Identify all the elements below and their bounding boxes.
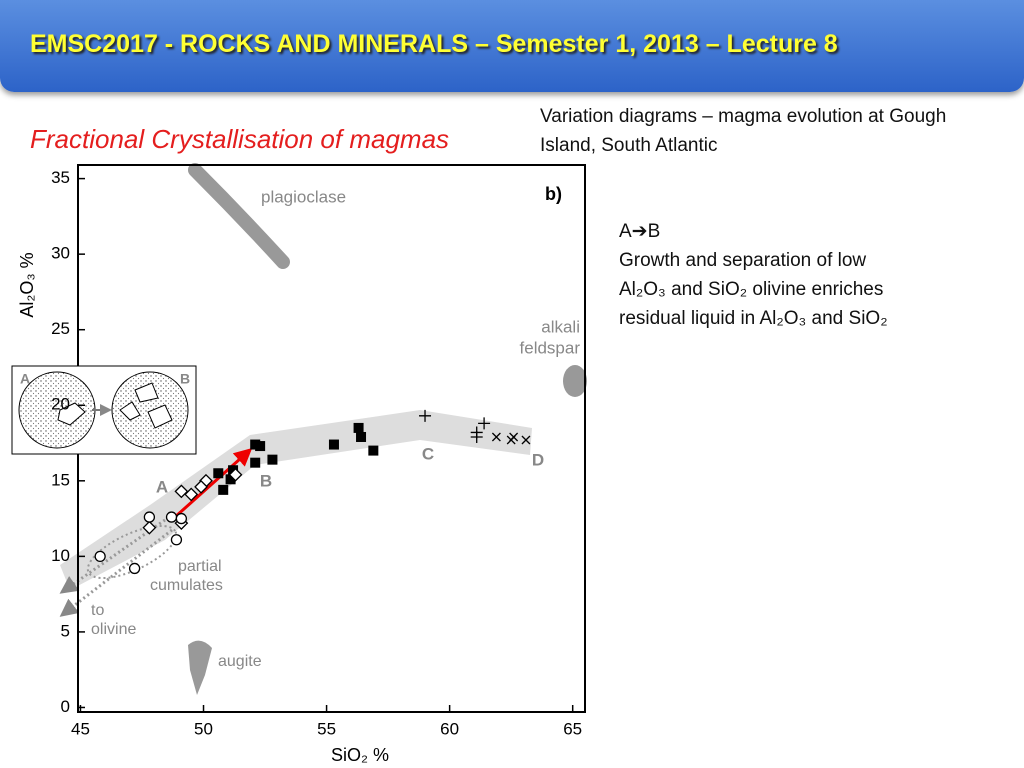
point [184, 487, 199, 502]
y-tick-label: 20 [51, 395, 70, 414]
point [228, 467, 243, 482]
header-title: EMSC2017 - ROCKS AND MINERALS – Semester… [30, 30, 838, 58]
notes: A➔B Growth and separation of low Al₂O₃ an… [619, 217, 909, 333]
y-tick-label: 15 [51, 470, 70, 489]
point [175, 512, 188, 525]
point [143, 511, 156, 523]
annotation: plagioclase [261, 187, 346, 206]
annotation: A [156, 477, 168, 496]
y-tick-label: 30 [51, 244, 70, 263]
annotation: feldspar [520, 338, 581, 357]
x-tick-label: 60 [440, 719, 459, 738]
header: EMSC2017 - ROCKS AND MINERALS – Semester… [0, 0, 1024, 92]
inset-label: A [20, 371, 30, 387]
point [194, 479, 208, 494]
annotation: partial [178, 558, 222, 575]
y-tick-label: 25 [51, 319, 70, 338]
annotation: D [532, 450, 544, 469]
point [165, 511, 178, 523]
point [521, 435, 531, 445]
point [225, 474, 236, 485]
y-tick-label: 35 [51, 168, 70, 187]
caption: Variation diagrams – magma evolution at … [540, 106, 947, 156]
annotation: C [422, 444, 434, 463]
notes-heading: A➔B [619, 221, 661, 242]
annotation: B [260, 471, 272, 490]
subtitle: Fractional Crystallisation of magmas [30, 124, 450, 154]
point [267, 454, 278, 465]
point [368, 445, 379, 456]
notes-text: Growth and separation of low Al₂O₃ and S… [619, 250, 888, 329]
point [170, 534, 183, 546]
annotation: b) [545, 184, 562, 204]
inset: A B [11, 365, 197, 455]
y-tick-label: 0 [61, 697, 70, 716]
point [174, 484, 189, 499]
x-tick-label: 50 [194, 719, 213, 738]
point [328, 439, 339, 450]
point [478, 417, 491, 430]
y-tick-label: 5 [61, 621, 70, 640]
x-tick-label: 45 [71, 719, 90, 738]
point [491, 432, 501, 442]
x-tick-label: 55 [317, 719, 336, 738]
point [509, 432, 519, 442]
point [356, 431, 367, 442]
point [218, 484, 229, 495]
point [94, 550, 106, 563]
annotation: alkali [541, 317, 580, 336]
y-axis-label: Al₂O₃ % [17, 252, 37, 317]
point [250, 457, 261, 468]
point [353, 422, 364, 433]
point [419, 409, 432, 422]
annotation: cumulates [150, 577, 223, 594]
annotation: to [91, 602, 104, 619]
annotation: olivine [91, 621, 136, 638]
point [470, 430, 483, 443]
point [142, 520, 157, 535]
point [255, 441, 266, 452]
annotation: augite [218, 653, 262, 670]
point [128, 562, 141, 575]
point [213, 468, 224, 479]
point [228, 465, 239, 476]
inset-label: B [180, 371, 190, 387]
x-axis-label: SiO₂ % [331, 745, 389, 765]
y-tick-label: 10 [51, 546, 70, 565]
x-tick-label: 65 [563, 719, 582, 738]
